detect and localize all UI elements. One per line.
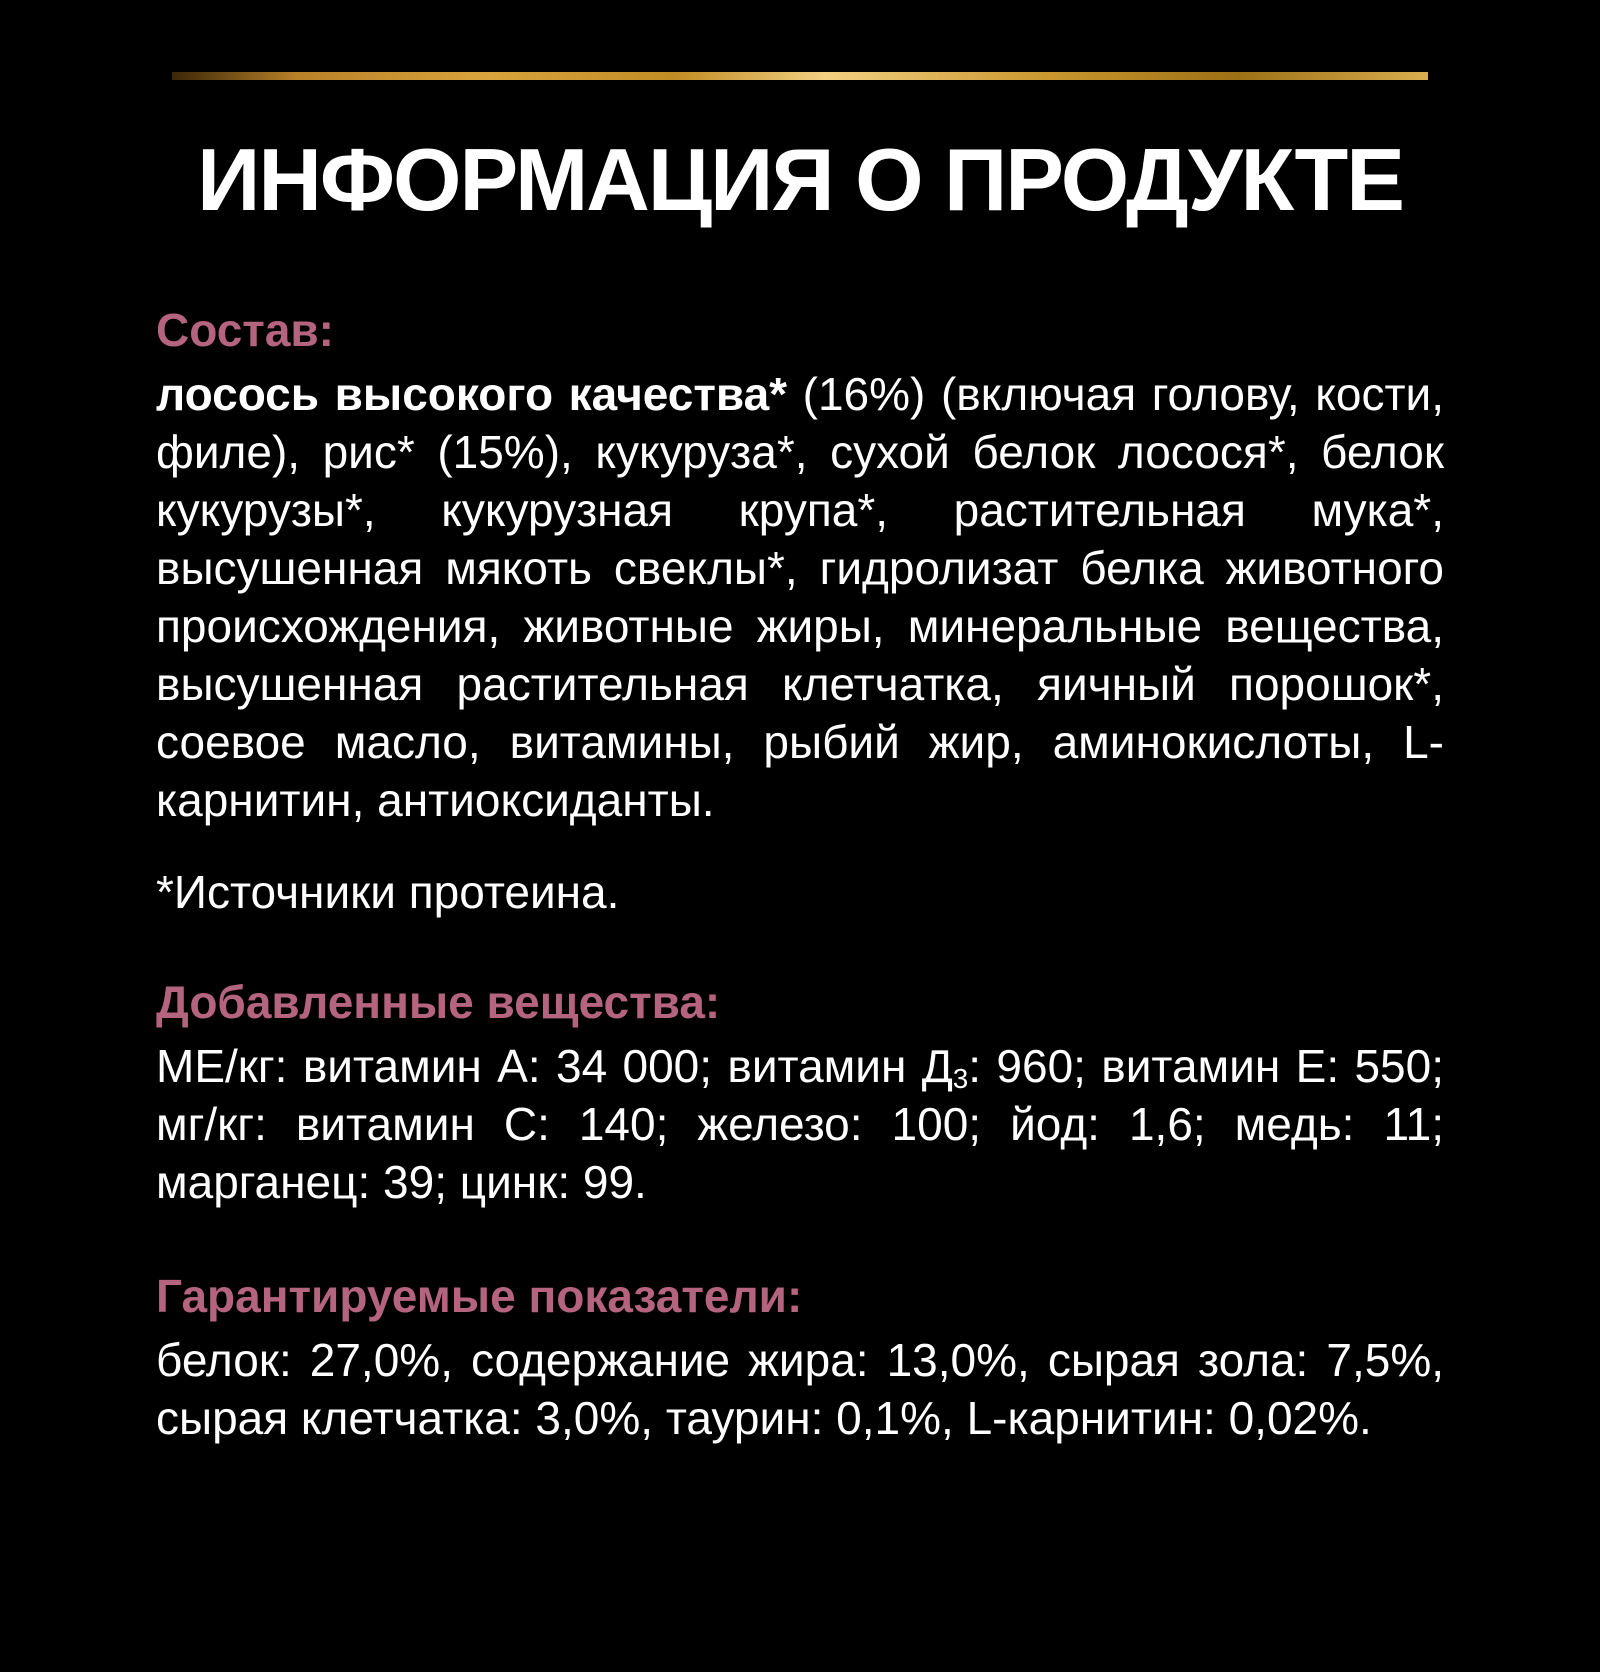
additives-header: Добавленные вещества: — [156, 975, 721, 1028]
product-info-card: ИНФОРМАЦИЯ О ПРОДУКТЕ Состав: лосось выс… — [0, 72, 1600, 1672]
additives-section: Добавленные вещества: МЕ/кг: витамин А: … — [156, 973, 1444, 1211]
guaranteed-header: Гарантируемые показатели: — [156, 1269, 803, 1322]
protein-sources-footnote: *Источники протеина. — [156, 865, 620, 918]
additives-text-pre: МЕ/кг: витамин А: 34 000; витамин Д — [156, 1039, 953, 1092]
composition-section: Состав: лосось высокого качества* (16%) … — [156, 301, 1444, 921]
guaranteed-text: белок: 27,0%, содержание жира: 13,0%, сы… — [156, 1333, 1444, 1444]
content-area: Состав: лосось высокого качества* (16%) … — [0, 301, 1600, 1447]
composition-lead-bold: лосось высокого качества* — [156, 367, 788, 420]
additives-text-post: : 960; витамин Е: 550; мг/кг: витамин С:… — [156, 1039, 1444, 1208]
gold-divider — [172, 72, 1428, 80]
composition-header: Состав: — [156, 303, 335, 356]
vitamin-d3-subscript: 3 — [952, 1062, 969, 1094]
additives-text: МЕ/кг: витамин А: 34 000; витамин Д3: 96… — [156, 1037, 1444, 1211]
guaranteed-section: Гарантируемые показатели: белок: 27,0%, … — [156, 1267, 1444, 1447]
page-title: ИНФОРМАЦИЯ О ПРОДУКТЕ — [197, 130, 1405, 229]
composition-rest: (16%) (включая голову, кости, филе), рис… — [156, 367, 1444, 826]
composition-text: лосось высокого качества* (16%) (включая… — [156, 365, 1444, 829]
